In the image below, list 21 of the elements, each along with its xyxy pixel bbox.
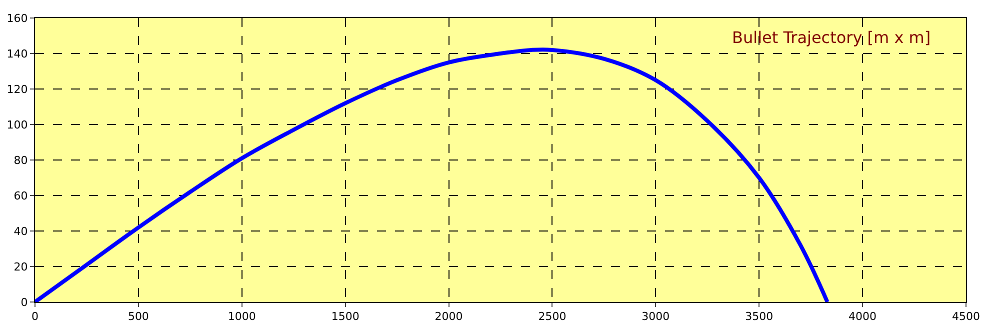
y-tick-label: 140 [6, 47, 28, 60]
x-tick-label: 1500 [331, 310, 360, 324]
x-tick-label: 500 [128, 310, 149, 324]
text: Bullet Trajectory [m x m] [732, 28, 931, 47]
y-tick-label: 80 [14, 154, 28, 167]
y-tick-label: 160 [6, 12, 28, 25]
x-tick-label: 3500 [745, 310, 774, 324]
y-tick-label: 0 [20, 296, 28, 309]
y-tick-label: 100 [6, 118, 28, 132]
y-tick-label: 60 [14, 189, 28, 202]
x-tick-label: 4000 [848, 310, 877, 324]
x-tick-label: 1000 [228, 310, 256, 324]
x-tick-label: 2000 [434, 310, 463, 324]
y-tick-label: 120 [6, 82, 28, 96]
line-series [35, 48, 830, 302]
y-tick-label: 40 [14, 224, 28, 238]
x-tick-label: 3000 [642, 310, 670, 324]
y-tick-label: 20 [14, 260, 28, 274]
x-tick-label: 4500 [952, 310, 980, 324]
x-tick-label: 0 [32, 310, 38, 324]
x-tick-label: 2500 [538, 310, 566, 324]
